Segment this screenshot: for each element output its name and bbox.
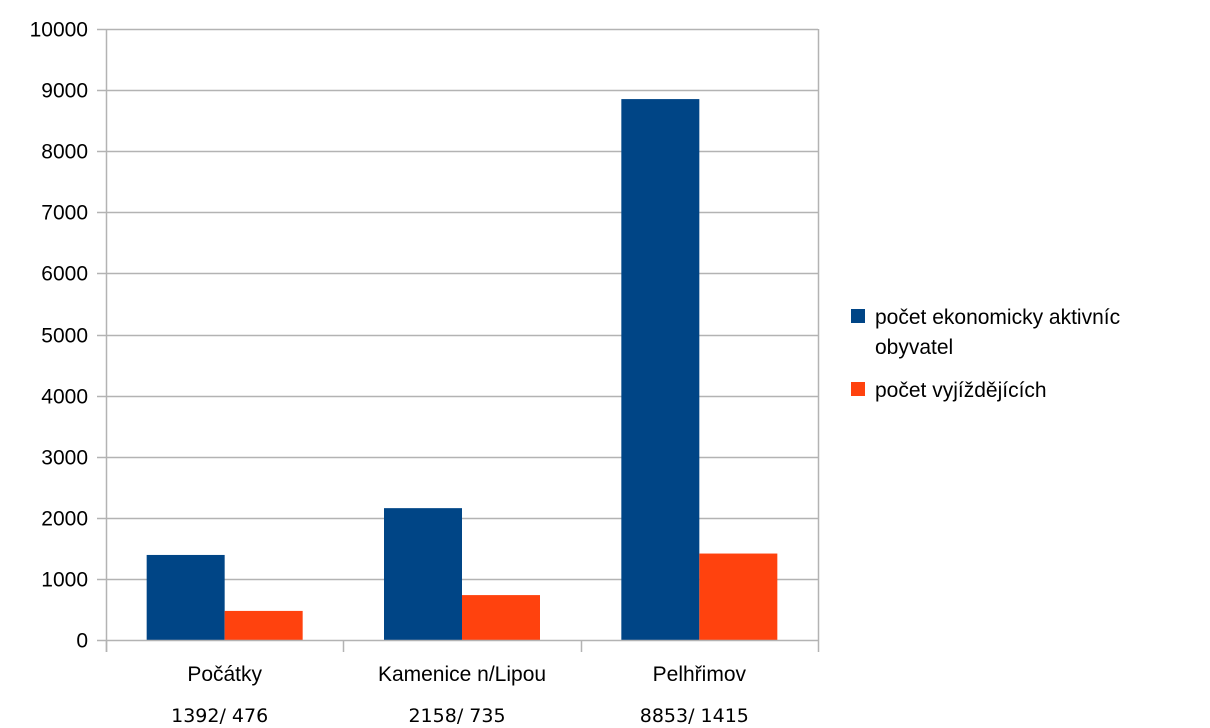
bar-aktivni-2 bbox=[621, 99, 700, 640]
bar-vyjizdejici-0 bbox=[224, 610, 303, 640]
bar-aktivni-1 bbox=[384, 508, 462, 640]
axes bbox=[97, 28, 820, 652]
y-tick-label: 5000 bbox=[41, 325, 88, 348]
x-category-sublabel: 1392/ 476 bbox=[171, 705, 268, 727]
y-tick-label: 9000 bbox=[41, 80, 88, 103]
legend-label: počet ekonomicky aktivníc bbox=[875, 306, 1120, 329]
y-tick-label: 3000 bbox=[41, 447, 88, 470]
bars bbox=[146, 99, 778, 640]
x-category-label: Počátky bbox=[187, 663, 262, 686]
x-category-sublabel: 2158/ 735 bbox=[408, 705, 505, 727]
x-category-label: Kamenice n/Lipou bbox=[378, 663, 546, 686]
x-axis-category-labels: Počátky 1392/ 476 Kamenice n/Lipou 2158/ 73… bbox=[171, 663, 749, 727]
y-tick-label: 4000 bbox=[41, 386, 88, 409]
legend: počet ekonomicky aktivníc obyvatel počet v… bbox=[851, 306, 1120, 402]
bar-vyjizdejici-1 bbox=[462, 595, 540, 640]
y-tick-label: 7000 bbox=[41, 202, 88, 225]
gridlines bbox=[106, 28, 820, 640]
y-axis-tick-labels: 0 1000 2000 3000 4000 5000 6000 7000 8000 9000 100… bbox=[30, 19, 88, 653]
y-tick-label: 10000 bbox=[30, 19, 88, 42]
bar-aktivni-0 bbox=[146, 554, 225, 640]
legend-label: počet vyjíždějících bbox=[875, 379, 1047, 402]
legend-swatch bbox=[851, 382, 865, 396]
y-tick-label: 1000 bbox=[41, 569, 88, 592]
x-category-label: Pelhřimov bbox=[653, 663, 747, 686]
y-tick-label: 6000 bbox=[41, 263, 88, 286]
y-tick-label: 8000 bbox=[41, 141, 88, 164]
legend-label: obyvatel bbox=[875, 336, 953, 359]
bar-vyjizdejici-2 bbox=[699, 553, 778, 640]
x-category-sublabel: 8853/ 1415 bbox=[640, 705, 749, 727]
legend-swatch bbox=[851, 309, 865, 323]
y-tick-label: 0 bbox=[76, 630, 88, 653]
y-tick-label: 2000 bbox=[41, 508, 88, 531]
